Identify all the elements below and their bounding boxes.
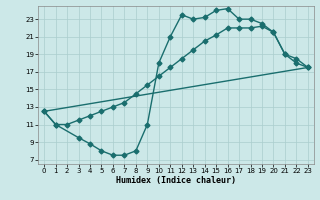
X-axis label: Humidex (Indice chaleur): Humidex (Indice chaleur) — [116, 176, 236, 185]
